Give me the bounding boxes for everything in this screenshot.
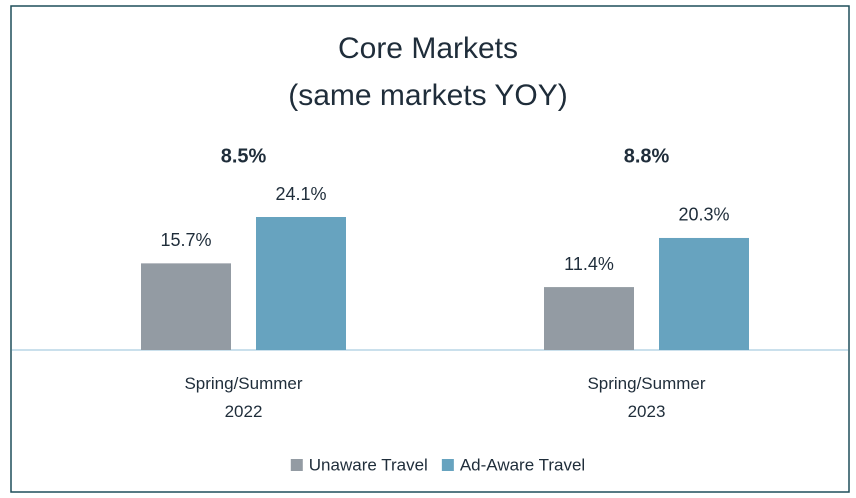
frame [10,5,850,493]
legend-swatch [290,459,303,471]
value-label: 24.1% [275,184,326,204]
value-label: 15.7% [160,230,211,250]
category-label: Spring/Summer 2023 [587,374,706,421]
value-label: 20.3% [678,205,729,225]
annotation: 8.5% [221,145,267,167]
bar [256,217,346,350]
legend-label: Ad-Aware Travel [460,455,585,474]
chart-title: Core Markets [338,32,518,65]
legend-swatch [441,459,454,471]
bar [544,287,634,350]
category-label: Spring/Summer 2022 [184,374,303,421]
bar [141,263,231,350]
legend-label: Unaware Travel [309,455,428,474]
annotation: 8.8% [624,145,670,167]
bar [659,237,749,350]
value-label: 11.4% [564,254,614,274]
chart-subtitle: (same markets YOY) [288,79,568,112]
